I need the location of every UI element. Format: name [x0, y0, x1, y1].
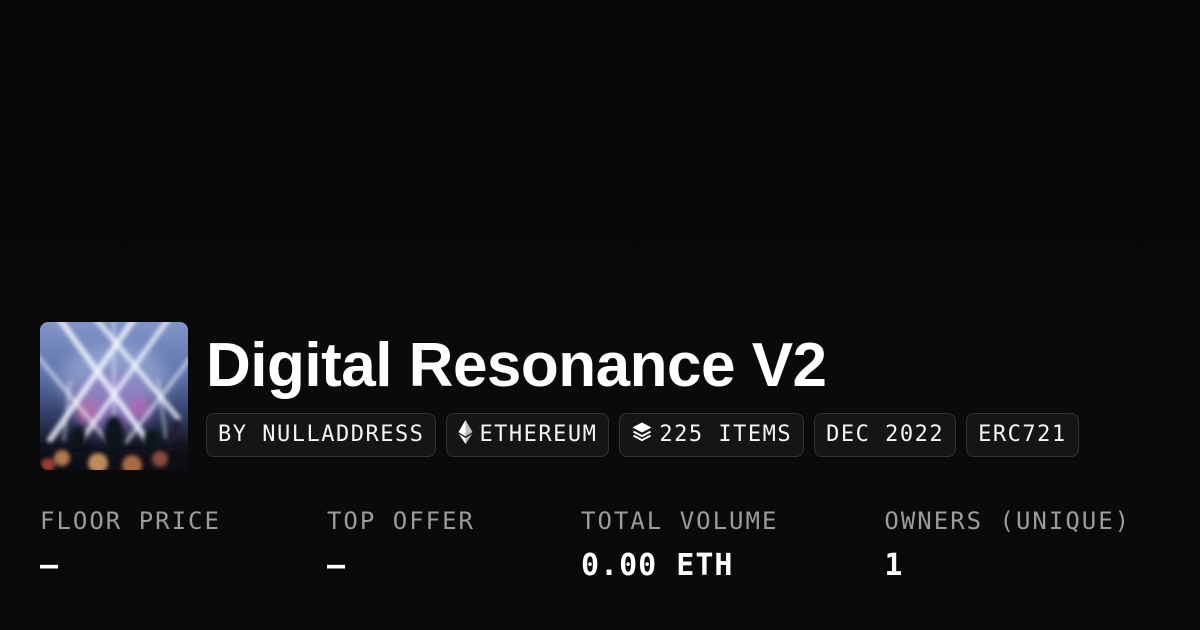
- stat-label: FLOOR PRICE: [40, 507, 221, 535]
- badge-date: DEC 2022: [814, 413, 957, 457]
- badge-items: 225 ITEMS: [619, 413, 805, 457]
- stat-value: —: [326, 548, 347, 583]
- collection-header: Digital Resonance V2 BY NULLADDRESS ETHE…: [40, 322, 1079, 470]
- stats-row: FLOOR PRICE — TOP OFFER — TOTAL VOLUME 0…: [40, 508, 1131, 582]
- badge-row: BY NULLADDRESS ETHEREUM: [206, 413, 1079, 457]
- stat-owners-unique: OWNERS (UNIQUE) 1: [884, 508, 1131, 582]
- layers-icon: [631, 421, 653, 449]
- stat-value: 0.00 ETH: [581, 548, 734, 583]
- badge-creator-label: BY NULLADDRESS: [218, 422, 425, 447]
- badge-token-standard: ERC721: [966, 413, 1079, 457]
- badge-date-label: DEC 2022: [826, 422, 945, 447]
- stat-total-volume: TOTAL VOLUME 0.00 ETH: [581, 508, 778, 582]
- badge-items-label: 225 ITEMS: [659, 422, 793, 447]
- collection-thumbnail: [40, 322, 188, 470]
- badge-chain-label: ETHEREUM: [479, 422, 598, 447]
- stat-floor-price: FLOOR PRICE —: [40, 508, 221, 582]
- stat-value: —: [40, 548, 60, 583]
- badge-creator: BY NULLADDRESS: [206, 413, 437, 457]
- stat-label: TOP OFFER: [326, 507, 475, 535]
- badge-chain: ETHEREUM: [446, 413, 610, 457]
- badge-token-standard-label: ERC721: [978, 422, 1067, 447]
- concert-thumbnail-art: [40, 322, 188, 470]
- collection-title: Digital Resonance V2: [206, 331, 827, 400]
- ethereum-icon: [458, 420, 474, 450]
- stat-label: TOTAL VOLUME: [581, 507, 779, 535]
- stat-top-offer: TOP OFFER —: [327, 508, 475, 582]
- collection-header-text: Digital Resonance V2 BY NULLADDRESS ETHE…: [206, 335, 1079, 457]
- stat-value: 1: [884, 548, 904, 583]
- stat-label: OWNERS (UNIQUE): [884, 507, 1132, 535]
